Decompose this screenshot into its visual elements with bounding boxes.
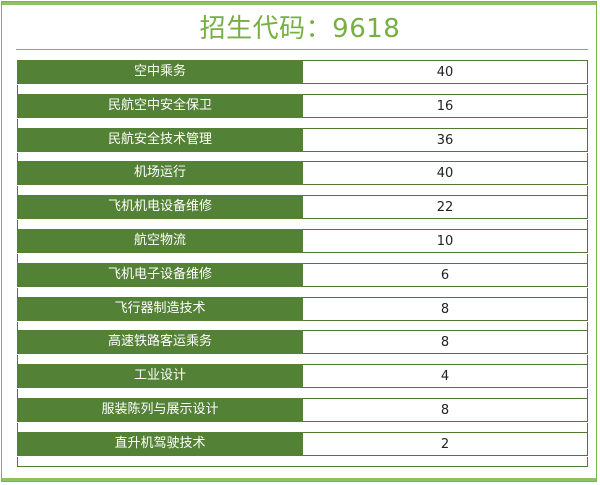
row-spacer [17, 253, 588, 263]
title-divider [16, 49, 588, 50]
quota-value: 36 [303, 127, 588, 152]
major-name: 飞行器制造技术 [17, 296, 303, 321]
quota-value: 16 [303, 93, 588, 118]
row-spacer [17, 152, 588, 162]
row-spacer [17, 118, 588, 128]
row-spacer [17, 355, 588, 365]
table-row: 飞机机电设备维修 22 [17, 195, 588, 229]
major-name: 空中乘务 [17, 60, 303, 84]
page-title: 招生代码：9618 [199, 14, 401, 44]
quota-value: 8 [303, 296, 588, 321]
table-row: 机场运行 40 [17, 161, 588, 196]
quota-value: 4 [303, 364, 588, 389]
row-spacer [17, 220, 588, 229]
major-name: 飞机电子设备维修 [17, 262, 303, 287]
quota-value: 8 [303, 397, 588, 422]
major-name: 机场运行 [17, 161, 303, 186]
row-spacer [17, 287, 588, 297]
major-name: 航空物流 [17, 228, 303, 253]
row-spacer [17, 456, 588, 466]
major-name: 高速铁路客运乘务 [17, 330, 303, 355]
quota-value: 22 [303, 195, 588, 220]
table-row: 飞行器制造技术 8 [17, 296, 588, 331]
quota-value: 10 [303, 228, 588, 253]
quota-value: 40 [303, 60, 588, 84]
row-spacer [17, 321, 588, 331]
table-row: 飞机电子设备维修 6 [17, 262, 588, 297]
table-row: 服装陈列与展示设计 8 [17, 397, 588, 432]
table-row: 高速铁路客运乘务 8 [17, 330, 588, 365]
table-row: 直升机驾驶技术 2 [17, 431, 588, 466]
quota-value: 2 [303, 431, 588, 456]
quota-value: 40 [303, 161, 588, 186]
table-row: 航空物流 10 [17, 228, 588, 263]
table-row: 空中乘务 40 [17, 60, 588, 94]
major-name: 工业设计 [17, 364, 303, 389]
row-spacer [17, 85, 588, 94]
quota-value: 8 [303, 330, 588, 355]
table-row: 工业设计 4 [17, 364, 588, 398]
row-spacer [17, 389, 588, 398]
table-row: 民航空中安全保卫 16 [17, 93, 588, 128]
major-name: 民航安全技术管理 [17, 127, 303, 152]
major-name: 直升机驾驶技术 [17, 431, 303, 456]
table-row: 民航安全技术管理 36 [17, 127, 588, 162]
quota-value: 6 [303, 262, 588, 287]
major-name: 飞机机电设备维修 [17, 195, 303, 220]
row-spacer [17, 186, 588, 196]
major-name: 服装陈列与展示设计 [17, 397, 303, 422]
row-spacer [17, 422, 588, 432]
major-name: 民航空中安全保卫 [17, 93, 303, 118]
major-quota-table: 空中乘务 40 民航空中安全保卫 16 民航安全技术管理 36 机场运行 40 … [17, 60, 588, 467]
